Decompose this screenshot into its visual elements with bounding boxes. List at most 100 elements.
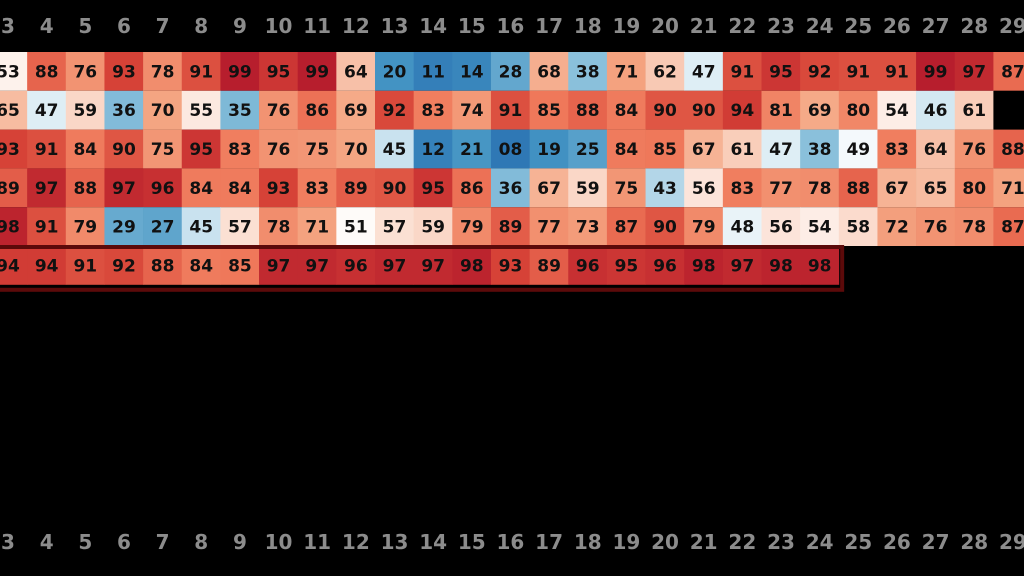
- cell-value-label: 76: [267, 101, 291, 121]
- heatmap-cell: [954, 168, 994, 208]
- heatmap-cell: [181, 52, 221, 91]
- cell-value-label: 93: [0, 140, 20, 160]
- cell-value-label: 28: [499, 62, 523, 82]
- cell-value-label: 99: [228, 62, 252, 82]
- heatmap-cell: [568, 207, 608, 246]
- heatmap-cell: [297, 168, 337, 208]
- heatmap-cell: [916, 207, 956, 246]
- heatmap-cell: [0, 246, 28, 285]
- heatmap-cell: [722, 90, 762, 130]
- cell-value-label: 80: [846, 101, 870, 121]
- cell-value-label: 97: [421, 256, 445, 276]
- cell-value-label: 61: [731, 140, 755, 160]
- bottom-tick-label: 18: [574, 530, 602, 554]
- cell-value-label: 67: [885, 179, 909, 199]
- cell-value-label: 84: [615, 101, 639, 121]
- top-tick-label: 18: [574, 14, 602, 38]
- cell-value-label: 51: [344, 218, 368, 238]
- heatmap-cell: [336, 168, 376, 208]
- highlighted-row-outline: [0, 245, 845, 292]
- heatmap-cell: [529, 246, 569, 285]
- cell-value-label: 98: [808, 256, 832, 276]
- top-tick-label: 13: [381, 14, 409, 38]
- cell-value-label: 85: [653, 140, 677, 160]
- cell-value-label: 25: [576, 140, 600, 160]
- heatmap-cell: [684, 90, 724, 130]
- heatmap-cell: [606, 246, 646, 285]
- cell-value-label: 70: [344, 140, 368, 160]
- cell-value-label: 92: [808, 62, 832, 82]
- cell-value-label: 87: [1001, 62, 1024, 82]
- cell-value-label: 83: [305, 179, 329, 199]
- heatmap-cell: [143, 207, 183, 246]
- cell-value-label: 76: [73, 62, 97, 82]
- cell-value-label: 94: [0, 256, 20, 276]
- heatmap-cell: [27, 52, 67, 91]
- heatmap-cell: [297, 207, 337, 246]
- cell-value-label: 91: [189, 62, 213, 82]
- heatmap-cell: [0, 52, 28, 91]
- cell-value-label: 91: [35, 218, 59, 238]
- heatmap-cell: [606, 168, 646, 208]
- cell-value-label: 91: [731, 62, 755, 82]
- heatmap-cell: [375, 129, 414, 169]
- heatmap-cell: [336, 90, 376, 130]
- cell-value-label: 62: [653, 62, 677, 82]
- bottom-tick-label: 12: [342, 530, 370, 554]
- top-tick-label: 26: [883, 14, 911, 38]
- heatmap-cell: [259, 207, 299, 246]
- heatmap-cell: [529, 207, 569, 246]
- cell-value-label: 90: [653, 101, 677, 121]
- cell-value-label: 93: [267, 179, 291, 199]
- heatmap-cell: [761, 90, 801, 130]
- cell-value-label: 79: [460, 218, 484, 238]
- top-tick-label: 11: [303, 14, 331, 38]
- heatmap-cell: [490, 52, 530, 91]
- heatmap-cell: [259, 246, 299, 285]
- top-tick-label: 6: [117, 14, 131, 38]
- cell-value-label: 47: [769, 140, 793, 160]
- cell-value-label: 89: [499, 218, 523, 238]
- cell-value-label: 97: [383, 256, 407, 276]
- heatmap-cell: [722, 52, 762, 91]
- heatmap-cell: [761, 52, 801, 91]
- heatmap-cell: [877, 168, 917, 208]
- heatmap-cell: [143, 168, 183, 208]
- heatmap-cell: [800, 129, 840, 169]
- bottom-tick-label: 9: [233, 530, 247, 554]
- top-tick-label: 9: [233, 14, 247, 38]
- heatmap-cell: [452, 207, 492, 246]
- cell-value-label: 36: [112, 101, 136, 121]
- heatmap-cell: [104, 90, 144, 130]
- heatmap-cell: [684, 129, 724, 169]
- cell-value-label: 96: [151, 179, 175, 199]
- heatmap-cell: [916, 90, 956, 130]
- heatmap-cell: [375, 52, 414, 91]
- cell-value-label: 90: [383, 179, 407, 199]
- cell-value-label: 88: [35, 62, 59, 82]
- top-tick-label: 27: [922, 14, 950, 38]
- cell-value-label: 98: [0, 218, 20, 238]
- cell-value-label: 14: [460, 62, 484, 82]
- cell-value-label: 69: [808, 101, 832, 121]
- cell-value-label: 89: [537, 256, 561, 276]
- cell-value-label: 97: [962, 62, 986, 82]
- heatmap-cell: [220, 168, 260, 208]
- cell-value-label: 95: [769, 62, 793, 82]
- heatmap-cell: [529, 90, 569, 130]
- cell-value-label: 83: [885, 140, 909, 160]
- cell-value-label: 64: [344, 62, 368, 82]
- cell-value-label: 92: [112, 256, 136, 276]
- heatmap-cell: [722, 129, 762, 169]
- cell-value-label: 91: [885, 62, 909, 82]
- heatmap-cell: [220, 90, 260, 130]
- heatmap-cell: [954, 90, 994, 130]
- heatmap-cell: [220, 246, 260, 285]
- cell-value-label: 65: [0, 101, 20, 121]
- heatmap-cell: [104, 168, 144, 208]
- cell-value-label: 59: [421, 218, 445, 238]
- cell-value-label: 29: [112, 218, 136, 238]
- cell-value-label: 87: [615, 218, 639, 238]
- cell-value-label: 79: [73, 218, 97, 238]
- heatmap-cell: [181, 168, 221, 208]
